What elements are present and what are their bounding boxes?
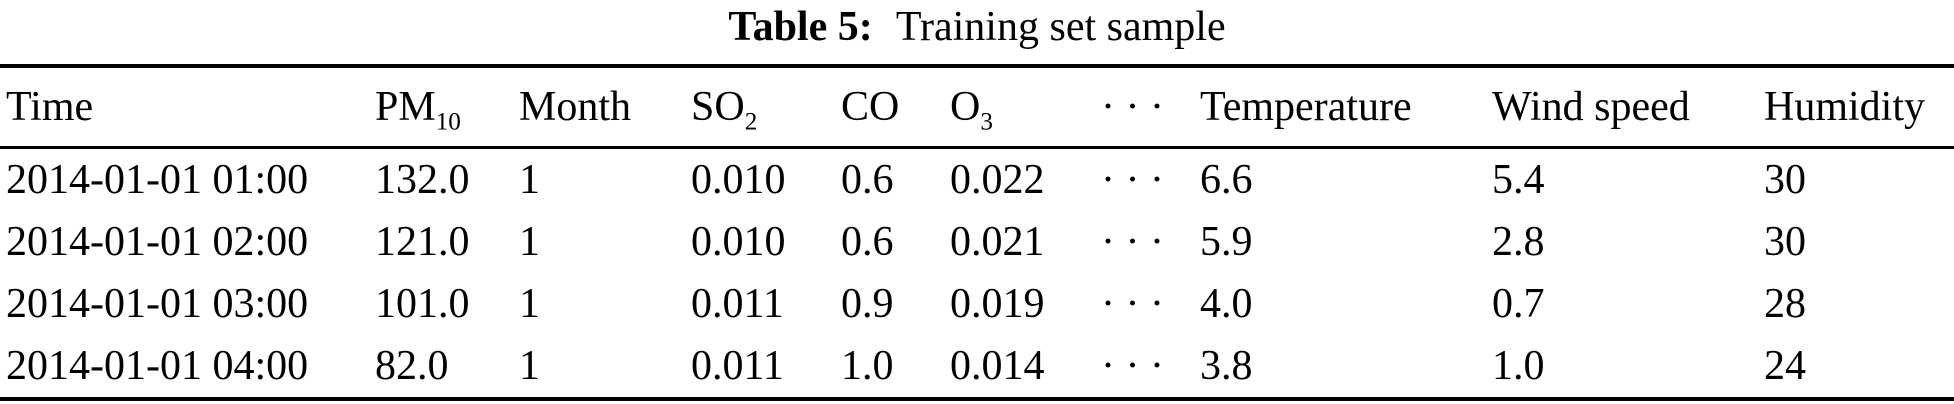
table-row: 2014-01-01 04:00 82.0 1 0.011 1.0 0.014 · · · 3…	[0, 335, 1954, 399]
table-caption: Table 5: Training set sample	[0, 0, 1954, 54]
table-body: 2014-01-01 01:00 132.0 1 0.010 0.6 0.022 · · ·…	[0, 148, 1954, 400]
table-cell-month: 1	[519, 281, 540, 327]
table-cell-time: 2014-01-01 04:00	[6, 343, 309, 389]
table-cell-month: 1	[519, 343, 540, 389]
table-cell-so2: 0.010	[691, 157, 786, 203]
table-cell-temperature: 6.6	[1200, 157, 1253, 203]
column-header-subscript: 2	[744, 108, 758, 136]
table-cell-co: 0.9	[841, 281, 894, 327]
table-cell-o3: 0.014	[950, 343, 1045, 389]
table-cell-temperature: 4.0	[1200, 281, 1253, 327]
table-cell-humidity: 28	[1764, 281, 1806, 327]
table-cell-time: 2014-01-01 02:00	[6, 219, 309, 265]
column-header-month: Month	[519, 84, 632, 130]
table-cell-o3: 0.022	[950, 157, 1045, 203]
table-caption-label: Table 5:	[728, 4, 873, 50]
header-row: Time PM10 Month SO2 CO O3 · · · Temperature Wind…	[0, 66, 1954, 148]
table-cell-humidity: 24	[1764, 343, 1806, 389]
table-row: 2014-01-01 02:00 121.0 1 0.010 0.6 0.021 · · ·…	[0, 211, 1954, 273]
table-cell-temperature: 5.9	[1200, 219, 1253, 265]
column-header-subscript: 10	[435, 108, 461, 136]
column-header-ellipsis: · · ·	[1101, 84, 1164, 130]
table-cell-ellipsis: · · ·	[1101, 343, 1164, 389]
table-cell-pm10: 82.0	[375, 343, 449, 389]
table-cell-wind-speed: 0.7	[1492, 281, 1545, 327]
column-header-humidity: Humidity	[1764, 84, 1926, 130]
table-cell-humidity: 30	[1764, 157, 1806, 203]
table-cell-o3: 0.021	[950, 219, 1045, 265]
table-cell-ellipsis: · · ·	[1101, 219, 1164, 265]
table-cell-wind-speed: 1.0	[1492, 343, 1545, 389]
column-header-co: CO	[841, 84, 900, 130]
table-cell-wind-speed: 2.8	[1492, 219, 1545, 265]
table-cell-pm10: 132.0	[375, 157, 470, 203]
table-cell-pm10: 121.0	[375, 219, 470, 265]
table-cell-so2: 0.010	[691, 219, 786, 265]
column-header-time: Time	[6, 84, 94, 130]
column-header-temperature: Temperature	[1200, 84, 1412, 130]
table-cell-ellipsis: · · ·	[1101, 157, 1164, 203]
table-caption-text: Training set sample	[895, 4, 1226, 50]
table-cell-so2: 0.011	[691, 281, 784, 327]
table-cell-time: 2014-01-01 03:00	[6, 281, 309, 327]
table-cell-time: 2014-01-01 01:00	[6, 157, 309, 203]
table-row: 2014-01-01 03:00 101.0 1 0.011 0.9 0.019 · · ·…	[0, 273, 1954, 335]
table-cell-co: 0.6	[841, 157, 894, 203]
table-cell-pm10: 101.0	[375, 281, 470, 327]
table-cell-o3: 0.019	[950, 281, 1045, 327]
column-header-pm10: PM10	[375, 84, 461, 136]
table-cell-month: 1	[519, 219, 540, 265]
table-cell-month: 1	[519, 157, 540, 203]
column-header-o3: O3	[950, 84, 993, 136]
column-header-so2: SO2	[691, 84, 758, 136]
table-row: 2014-01-01 01:00 132.0 1 0.010 0.6 0.022 · · ·…	[0, 148, 1954, 212]
table-cell-ellipsis: · · ·	[1101, 281, 1164, 327]
column-header-wind-speed: Wind speed	[1492, 84, 1690, 130]
table-cell-co: 0.6	[841, 219, 894, 265]
table-cell-so2: 0.011	[691, 343, 784, 389]
table-cell-wind-speed: 5.4	[1492, 157, 1545, 203]
table-cell-co: 1.0	[841, 343, 894, 389]
training-set-table: Time PM10 Month SO2 CO O3 · · · Temperature Wind…	[0, 64, 1954, 401]
column-header-subscript: 3	[980, 108, 993, 136]
table-cell-humidity: 30	[1764, 219, 1806, 265]
table-cell-temperature: 3.8	[1200, 343, 1253, 389]
